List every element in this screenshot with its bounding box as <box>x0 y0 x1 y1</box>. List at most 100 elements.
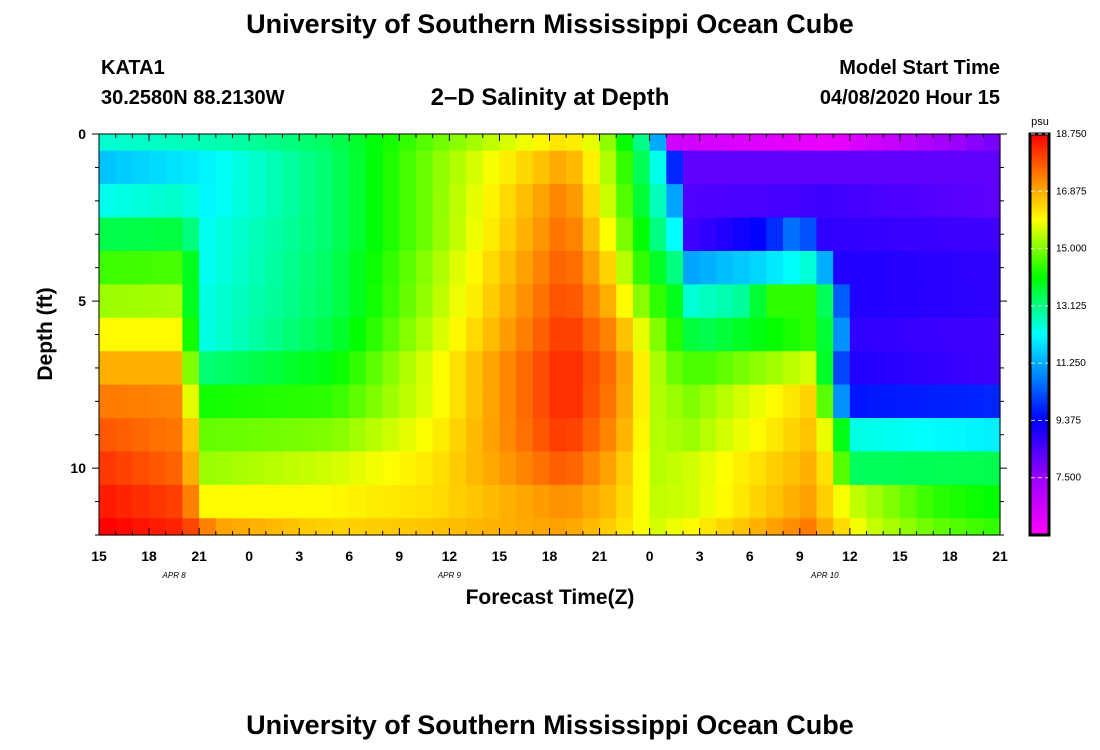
heatmap-cell <box>149 384 167 419</box>
heatmap-cell <box>966 384 984 419</box>
heatmap-cell <box>983 284 1001 319</box>
heatmap-cell <box>616 284 634 319</box>
heatmap-cell <box>499 518 517 536</box>
heatmap-cell <box>199 134 217 152</box>
heatmap-cell <box>432 451 450 486</box>
heatmap-cell <box>699 418 717 453</box>
heatmap-cell <box>566 484 584 519</box>
heatmap-cell <box>666 384 684 419</box>
heatmap-cell <box>549 351 567 386</box>
heatmap-cell <box>365 217 384 252</box>
heatmap-cell <box>816 184 834 219</box>
heatmap-cell <box>799 518 818 536</box>
heatmap-cell <box>949 284 968 319</box>
heatmap-cell <box>399 418 417 453</box>
heatmap-cell <box>482 518 501 536</box>
heatmap-cell <box>182 518 200 536</box>
heatmap-cell <box>332 317 350 352</box>
heatmap-cell <box>265 134 284 152</box>
heatmap-cell <box>933 418 951 453</box>
heatmap-cell <box>983 184 1001 219</box>
heatmap-cell <box>783 284 801 319</box>
heatmap-cell <box>299 250 317 285</box>
heatmap-cell <box>265 418 284 453</box>
heatmap-cell <box>666 484 684 519</box>
heatmap-cell <box>699 250 717 285</box>
heatmap-cell <box>182 484 200 519</box>
chart-subtitle: 2–D Salinity at Depth <box>430 84 670 111</box>
heatmap-cell <box>983 484 1001 519</box>
heatmap-cell <box>99 484 117 519</box>
heatmap-cell <box>582 150 601 185</box>
heatmap-cell <box>749 150 768 185</box>
heatmap-cell <box>799 217 818 252</box>
heatmap-cell <box>599 484 617 519</box>
heatmap-cell <box>599 317 617 352</box>
heatmap-cell <box>616 217 634 252</box>
heatmap-cell <box>883 184 901 219</box>
heatmap-cell <box>733 484 751 519</box>
heatmap-cell <box>549 418 567 453</box>
heatmap-cell <box>299 351 317 386</box>
heatmap-cell <box>799 451 818 486</box>
heatmap-cell <box>399 351 417 386</box>
heatmap-cell <box>482 384 501 419</box>
heatmap-cell <box>949 451 968 486</box>
heatmap-cell <box>966 418 984 453</box>
heatmap-cell <box>632 217 651 252</box>
heatmap-cell <box>716 351 734 386</box>
heatmap-cell <box>783 351 801 386</box>
heatmap-cell <box>115 184 133 219</box>
heatmap-cell <box>449 317 467 352</box>
heatmap-cell <box>699 317 717 352</box>
heatmap-cell <box>299 150 317 185</box>
heatmap-cell <box>649 484 667 519</box>
heatmap-cell <box>933 250 951 285</box>
heatmap-cell <box>99 150 117 185</box>
heatmap-cell <box>416 351 434 386</box>
heatmap-cell <box>482 134 501 152</box>
heatmap-cell <box>783 418 801 453</box>
heatmap-cell <box>249 150 267 185</box>
heatmap-cell <box>99 134 117 152</box>
heatmap-cell <box>382 134 400 152</box>
heatmap-cell <box>733 384 751 419</box>
heatmap-cell <box>249 451 267 486</box>
heatmap-cell <box>983 418 1001 453</box>
heatmap-cell <box>549 451 567 486</box>
heatmap-cell <box>416 134 434 152</box>
heatmap-cell <box>716 134 734 152</box>
heatmap-cell <box>766 518 784 536</box>
heatmap-cell <box>182 250 200 285</box>
heatmap-cell <box>315 418 334 453</box>
heatmap-cell <box>382 150 400 185</box>
heatmap-cell <box>833 484 851 519</box>
heatmap-cell <box>149 284 167 319</box>
heatmap-cell <box>249 184 267 219</box>
y-tick-label: 10 <box>70 460 86 476</box>
heatmap-cell <box>682 317 701 352</box>
heatmap-cell <box>733 351 751 386</box>
heatmap-cell <box>416 284 434 319</box>
heatmap-cell <box>215 184 234 219</box>
heatmap-cell <box>616 418 634 453</box>
heatmap-cell <box>666 284 684 319</box>
heatmap-cell <box>632 418 651 453</box>
heatmap-cell <box>215 451 234 486</box>
heatmap-cell <box>199 184 217 219</box>
heatmap-cell <box>599 451 617 486</box>
heatmap-cell <box>983 150 1001 185</box>
heatmap-cell <box>582 284 601 319</box>
heatmap-cell <box>182 284 200 319</box>
heatmap-cell <box>582 384 601 419</box>
x-tick-label: 21 <box>992 548 1008 564</box>
colorbar-tick-label: 9.375 <box>1056 415 1081 426</box>
heatmap-cell <box>382 317 400 352</box>
heatmap-cell <box>466 284 484 319</box>
heatmap-cell <box>399 484 417 519</box>
heatmap-cell <box>866 250 884 285</box>
heatmap-cell <box>916 317 934 352</box>
heatmap-cell <box>215 384 234 419</box>
heatmap-cell <box>983 217 1001 252</box>
heatmap-cell <box>582 184 601 219</box>
